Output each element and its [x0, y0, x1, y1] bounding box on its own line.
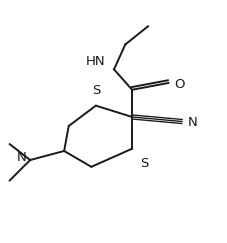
Text: N: N [187, 116, 197, 129]
Text: HN: HN [85, 55, 104, 68]
Text: S: S [91, 84, 100, 96]
Text: O: O [173, 78, 184, 91]
Text: N: N [17, 151, 27, 164]
Text: S: S [139, 157, 148, 170]
